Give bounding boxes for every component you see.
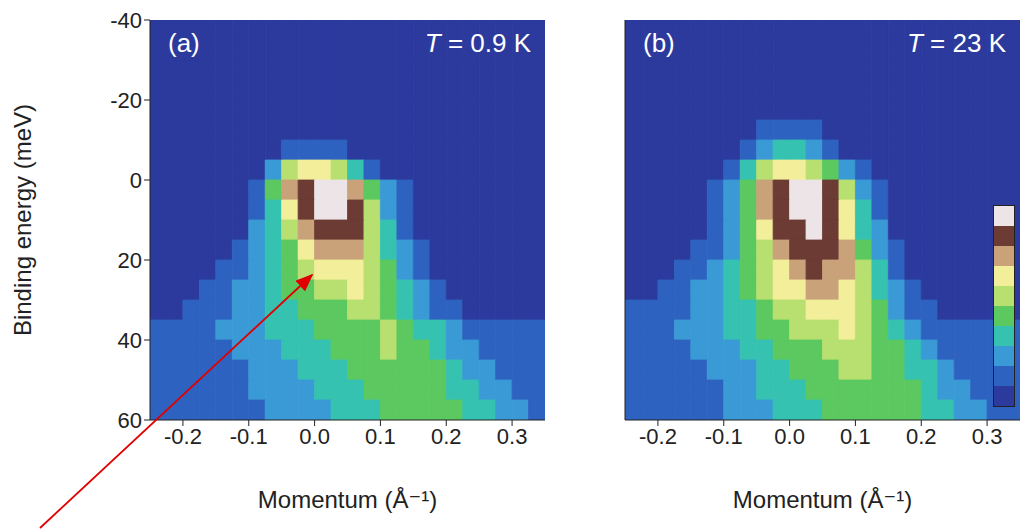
svg-text:-20: -20 (110, 88, 142, 113)
svg-text:0.2: 0.2 (906, 424, 937, 449)
html-text:(a): (a) (168, 28, 200, 58)
svg-text:Binding energy (meV): Binding energy (meV) (9, 104, 36, 336)
svg-text:60: 60 (118, 408, 142, 433)
svg-text:-0.2: -0.2 (639, 424, 677, 449)
svg-text:0.1: 0.1 (840, 424, 871, 449)
html-text:(b): (b) (643, 28, 675, 58)
html-text:T = 23 K: T = 23 K (907, 28, 1006, 58)
svg-text:40: 40 (118, 328, 142, 353)
svg-text:-0.2: -0.2 (164, 424, 202, 449)
svg-text:Momentum (Å⁻¹): Momentum (Å⁻¹) (733, 486, 912, 513)
svg-text:-0.1: -0.1 (230, 424, 268, 449)
svg-text:Momentum (Å⁻¹): Momentum (Å⁻¹) (258, 486, 437, 513)
svg-text:0.1: 0.1 (365, 424, 396, 449)
html-text:T = 0.9 K: T = 0.9 K (424, 28, 531, 58)
svg-text:0.0: 0.0 (299, 424, 330, 449)
svg-text:0.3: 0.3 (972, 424, 1003, 449)
svg-text:-40: -40 (110, 8, 142, 33)
svg-text:0: 0 (130, 168, 142, 193)
svg-text:0.3: 0.3 (497, 424, 528, 449)
svg-text:0.2: 0.2 (431, 424, 462, 449)
svg-text:20: 20 (118, 248, 142, 273)
svg-text:0.0: 0.0 (774, 424, 805, 449)
svg-text:-0.1: -0.1 (705, 424, 743, 449)
